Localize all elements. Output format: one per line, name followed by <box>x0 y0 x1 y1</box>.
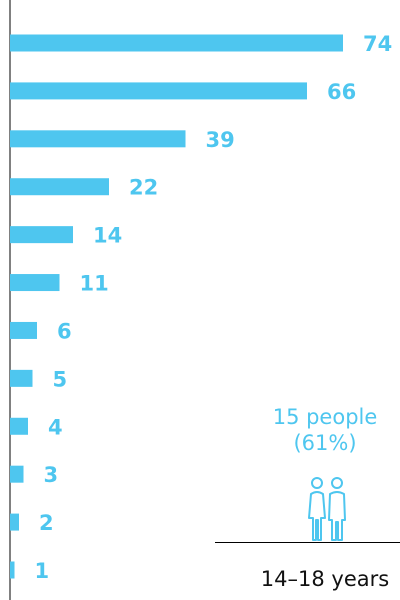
bar-4 <box>10 178 109 196</box>
bar-value-label-2: 66 <box>327 80 356 104</box>
bar-1 <box>10 34 343 52</box>
group-divider-line <box>215 542 400 543</box>
highlight-annotation: 15 people (61%) <box>250 404 400 456</box>
bar-7 <box>10 321 37 339</box>
bar-value-label-7: 6 <box>57 319 72 343</box>
bar-value-label-9: 4 <box>48 415 63 439</box>
bar-value-label-3: 39 <box>206 128 235 152</box>
bar-value-label-4: 22 <box>129 176 158 200</box>
age-group-label: 14–18 years <box>260 567 390 591</box>
bar-6 <box>10 274 60 292</box>
bar-value-label-1: 74 <box>363 32 392 56</box>
two-people-icon <box>308 477 346 541</box>
bar-8 <box>10 369 33 387</box>
people-percent: (61%) <box>293 431 357 455</box>
bar-value-label-8: 5 <box>53 367 68 391</box>
bar-12 <box>10 561 15 579</box>
bar-value-label-12: 1 <box>35 559 50 583</box>
bar-value-label-5: 14 <box>93 224 122 248</box>
bar-11 <box>10 513 19 531</box>
bar-2 <box>10 82 307 100</box>
bar-9 <box>10 417 28 435</box>
bar-value-label-11: 2 <box>39 511 54 535</box>
bar-10 <box>10 465 24 483</box>
bar-value-label-6: 11 <box>80 272 109 296</box>
bar-5 <box>10 226 73 244</box>
people-count: 15 people <box>272 405 378 429</box>
bar-value-label-10: 3 <box>44 463 59 487</box>
bar-3 <box>10 130 186 148</box>
